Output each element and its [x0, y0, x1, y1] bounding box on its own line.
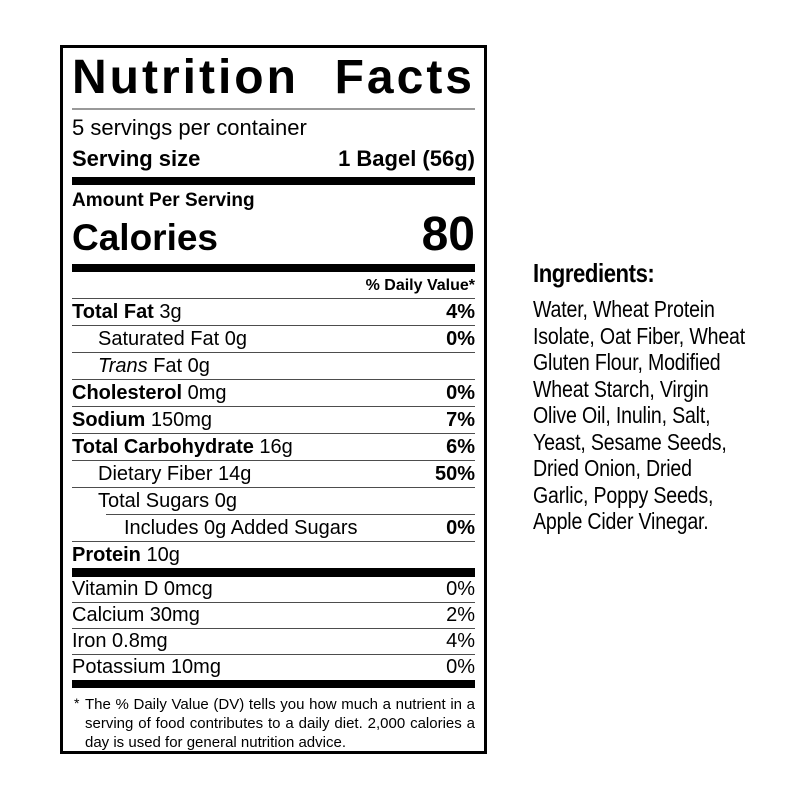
- thick-divider-bottom: [72, 680, 475, 688]
- nutrient-row: Sodium 150mg 7%: [72, 407, 475, 433]
- daily-value-percent: 0%: [446, 656, 475, 678]
- nutrient-name-italic: Trans: [98, 355, 148, 377]
- daily-value-percent: 7%: [446, 409, 475, 431]
- row-divider: [72, 541, 475, 542]
- title-divider: [72, 108, 475, 110]
- daily-value-percent: 6%: [446, 436, 475, 458]
- nutrient-name: Cholesterol 0mg: [72, 382, 227, 404]
- row-divider: [72, 325, 475, 326]
- calories-label: Calories: [72, 217, 219, 258]
- nutrient-row: Includes 0g Added Sugars 0%: [72, 515, 475, 541]
- ingredients-text: Water, Wheat Protein Isolate, Oat Fiber,…: [533, 296, 745, 534]
- nutrient-name: Includes 0g Added Sugars: [124, 517, 358, 539]
- nutrient-row: Calcium 30mg 2%: [72, 603, 475, 628]
- amount-per-serving-label: Amount Per Serving: [72, 190, 255, 211]
- title-word-nutrition: Nutrition: [72, 51, 299, 104]
- nutrient-row: Cholesterol 0mg 0%: [72, 380, 475, 406]
- daily-value-percent: 4%: [446, 630, 475, 652]
- nutrient-name: Total Carbohydrate 16g: [72, 436, 293, 458]
- servings-per-container: 5 servings per container: [72, 115, 307, 140]
- row-divider: [72, 487, 475, 488]
- footnote-text: The % Daily Value (DV) tells you how muc…: [85, 696, 475, 751]
- ingredients-section: Ingredients: Water, Wheat Protein Isolat…: [533, 258, 746, 535]
- ingredients-heading: Ingredients:: [533, 258, 655, 288]
- nutrient-row: Iron 0.8mg 4%: [72, 629, 475, 654]
- nutrient-rows: Total Fat 3g 4% Saturated Fat 0g 0% Trans Fa…: [72, 298, 475, 568]
- footnote: * The % Daily Value (DV) tells you how m…: [72, 688, 475, 752]
- daily-value-percent: 2%: [446, 604, 475, 626]
- nutrient-name: Potassium 10mg: [72, 656, 221, 678]
- nutrition-facts-label: Nutrition Facts 5 servings per container…: [60, 45, 487, 754]
- footnote-asterisk: *: [74, 695, 80, 711]
- micronutrient-rows: Vitamin D 0mcg 0% Calcium 30mg 2% Iron 0.8mg…: [72, 577, 475, 680]
- nutrient-row: Protein 10g: [72, 542, 475, 568]
- daily-value-header: % Daily Value*: [365, 277, 475, 294]
- row-divider: [106, 514, 475, 515]
- daily-value-percent: 50%: [434, 463, 475, 485]
- row-divider: [72, 433, 475, 434]
- row-divider: [72, 379, 475, 380]
- nutrient-name: Calcium 30mg: [72, 604, 200, 626]
- serving-size-row: Serving size 1 Bagel (56g): [72, 143, 475, 177]
- daily-value-percent: 0%: [446, 517, 475, 539]
- title-word-facts: Facts: [334, 51, 475, 104]
- nutrient-row: Total Fat 3g 4%: [72, 299, 475, 325]
- daily-value-percent: 0%: [446, 328, 475, 350]
- thick-divider-top: [72, 177, 475, 185]
- row-divider: [72, 654, 475, 655]
- nutrient-row: Vitamin D 0mcg 0%: [72, 577, 475, 602]
- calories-value: 80: [421, 208, 475, 261]
- daily-value-percent: 0%: [446, 578, 475, 600]
- nutrient-row: Total Carbohydrate 16g 6%: [72, 434, 475, 460]
- thick-divider-calories: [72, 264, 475, 272]
- thick-divider-protein: [72, 568, 475, 577]
- nutrient-name: Total Fat 3g: [72, 301, 182, 323]
- row-divider: [72, 628, 475, 629]
- nutrient-row: Dietary Fiber 14g 50%: [72, 461, 475, 487]
- row-divider: [72, 352, 475, 353]
- row-divider: [72, 406, 475, 407]
- daily-value-percent: 4%: [446, 301, 475, 323]
- nutrient-name: Total Sugars 0g: [98, 490, 237, 512]
- row-divider: [72, 460, 475, 461]
- nutrient-name: Saturated Fat 0g: [98, 328, 247, 350]
- nutrient-row: Potassium 10mg 0%: [72, 655, 475, 680]
- serving-size-label: Serving size: [72, 146, 201, 171]
- nutrient-name: Trans Fat 0g: [98, 355, 210, 377]
- nutrient-name: Dietary Fiber 14g: [98, 463, 252, 485]
- calories-row: Calories 80: [72, 208, 475, 264]
- row-divider: [72, 602, 475, 603]
- label-title: Nutrition Facts: [72, 48, 475, 106]
- serving-size-value: 1 Bagel (56g): [338, 146, 475, 171]
- row-divider: [72, 298, 475, 299]
- daily-value-percent: 0%: [446, 382, 475, 404]
- nutrient-name: Iron 0.8mg: [72, 630, 168, 652]
- nutrient-row: Total Sugars 0g: [72, 488, 475, 514]
- nutrient-row: Trans Fat 0g: [72, 353, 475, 379]
- nutrient-name: Vitamin D 0mcg: [72, 578, 213, 600]
- nutrient-name: Sodium 150mg: [72, 409, 213, 431]
- nutrient-name: Protein 10g: [72, 544, 180, 566]
- nutrient-row: Saturated Fat 0g 0%: [72, 326, 475, 352]
